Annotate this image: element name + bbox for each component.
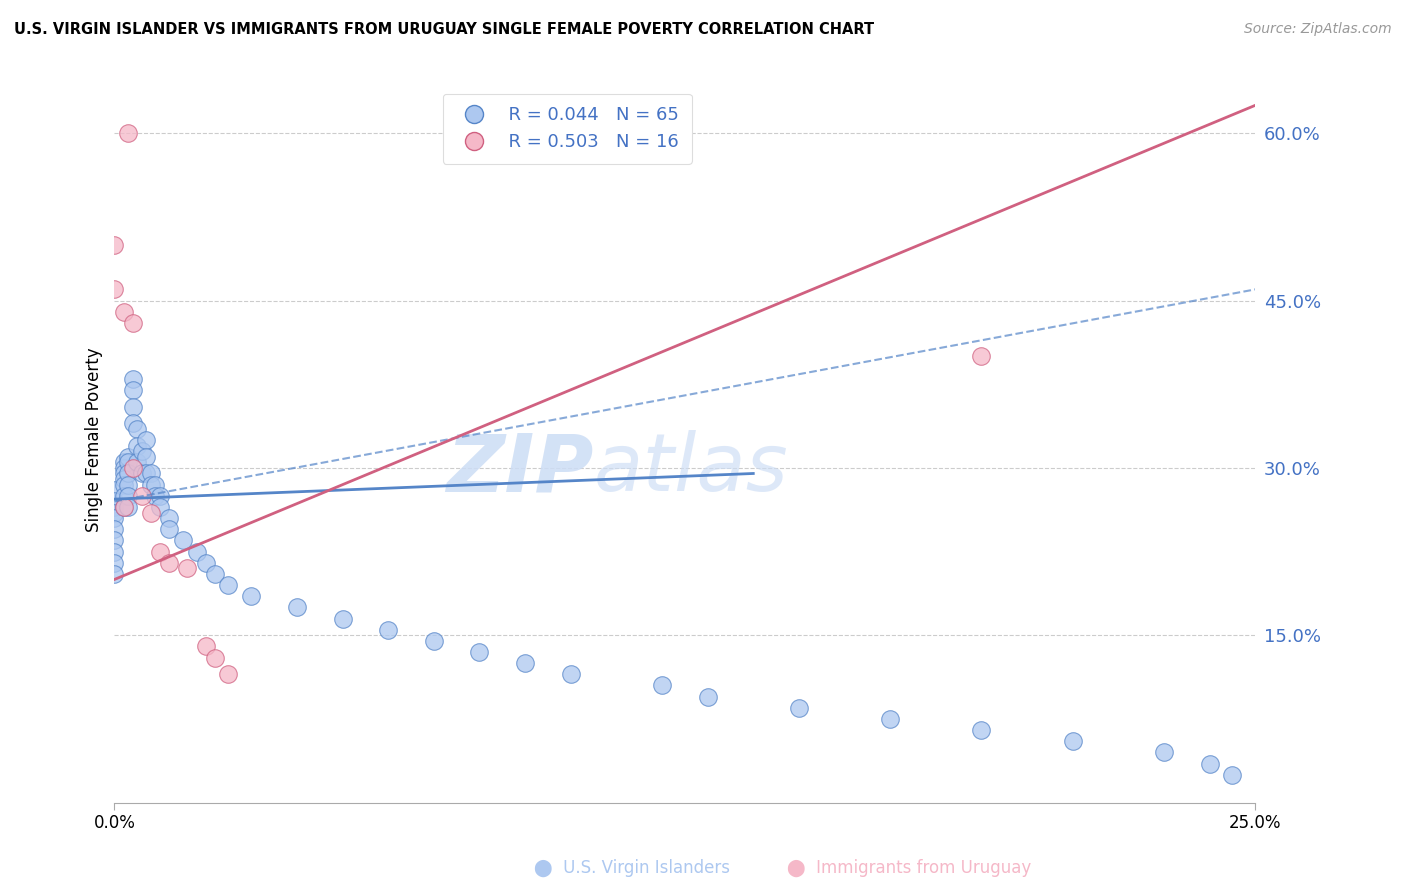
Point — [135, 467, 157, 481]
Point — [117, 126, 139, 140]
Point — [139, 467, 162, 481]
Point — [149, 489, 172, 503]
Point — [103, 494, 125, 508]
Point — [240, 589, 263, 603]
Text: ⬤  U.S. Virgin Islanders: ⬤ U.S. Virgin Islanders — [534, 858, 730, 877]
Text: ZIP: ZIP — [446, 430, 593, 508]
Point — [176, 561, 198, 575]
Point — [172, 533, 194, 548]
Point — [560, 667, 582, 681]
Point — [139, 477, 162, 491]
Point — [103, 506, 125, 520]
Point — [139, 506, 162, 520]
Point — [1222, 768, 1244, 782]
Point — [121, 316, 143, 330]
Point — [127, 422, 149, 436]
Point — [103, 522, 125, 536]
Point — [103, 282, 125, 296]
Point — [218, 578, 240, 592]
Text: U.S. VIRGIN ISLANDER VS IMMIGRANTS FROM URUGUAY SINGLE FEMALE POVERTY CORRELATIO: U.S. VIRGIN ISLANDER VS IMMIGRANTS FROM … — [14, 22, 875, 37]
Point — [103, 483, 125, 498]
Point — [285, 600, 308, 615]
Point — [1062, 734, 1084, 748]
Point — [149, 500, 172, 514]
Y-axis label: Single Female Poverty: Single Female Poverty — [86, 348, 103, 533]
Point — [1198, 756, 1220, 771]
Point — [879, 712, 901, 726]
Point — [145, 477, 167, 491]
Point — [103, 544, 125, 558]
Point — [204, 566, 226, 581]
Point — [112, 461, 135, 475]
Text: Source: ZipAtlas.com: Source: ZipAtlas.com — [1244, 22, 1392, 37]
Point — [121, 461, 143, 475]
Point — [970, 723, 993, 737]
Point — [117, 489, 139, 503]
Point — [117, 477, 139, 491]
Point — [135, 450, 157, 464]
Point — [218, 667, 240, 681]
Point — [112, 477, 135, 491]
Point — [117, 500, 139, 514]
Point — [157, 522, 180, 536]
Point — [149, 544, 172, 558]
Point — [117, 450, 139, 464]
Point — [127, 455, 149, 469]
Legend:   R = 0.044   N = 65,   R = 0.503   N = 16: R = 0.044 N = 65, R = 0.503 N = 16 — [443, 94, 692, 164]
Point — [112, 467, 135, 481]
Point — [696, 690, 718, 704]
Point — [112, 472, 135, 486]
Point — [112, 500, 135, 514]
Point — [112, 500, 135, 514]
Text: ⬤  Immigrants from Uruguay: ⬤ Immigrants from Uruguay — [787, 858, 1032, 877]
Point — [103, 566, 125, 581]
Point — [186, 544, 208, 558]
Point — [131, 489, 153, 503]
Point — [145, 489, 167, 503]
Point — [117, 467, 139, 481]
Point — [423, 633, 446, 648]
Point — [103, 500, 125, 514]
Point — [1153, 745, 1175, 759]
Point — [651, 678, 673, 692]
Point — [157, 511, 180, 525]
Point — [468, 645, 491, 659]
Point — [332, 611, 354, 625]
Point — [204, 650, 226, 665]
Point — [103, 237, 125, 252]
Point — [194, 640, 217, 654]
Point — [131, 467, 153, 481]
Point — [103, 533, 125, 548]
Point — [157, 556, 180, 570]
Point — [112, 304, 135, 318]
Point — [377, 623, 399, 637]
Point — [121, 383, 143, 397]
Point — [103, 556, 125, 570]
Point — [103, 511, 125, 525]
Point — [135, 433, 157, 447]
Point — [513, 656, 536, 670]
Point — [970, 349, 993, 363]
Point — [121, 400, 143, 414]
Text: atlas: atlas — [593, 430, 789, 508]
Point — [127, 439, 149, 453]
Point — [121, 372, 143, 386]
Point — [194, 556, 217, 570]
Point — [112, 455, 135, 469]
Point — [131, 444, 153, 458]
Point — [121, 417, 143, 431]
Point — [117, 455, 139, 469]
Point — [787, 700, 810, 714]
Point — [112, 489, 135, 503]
